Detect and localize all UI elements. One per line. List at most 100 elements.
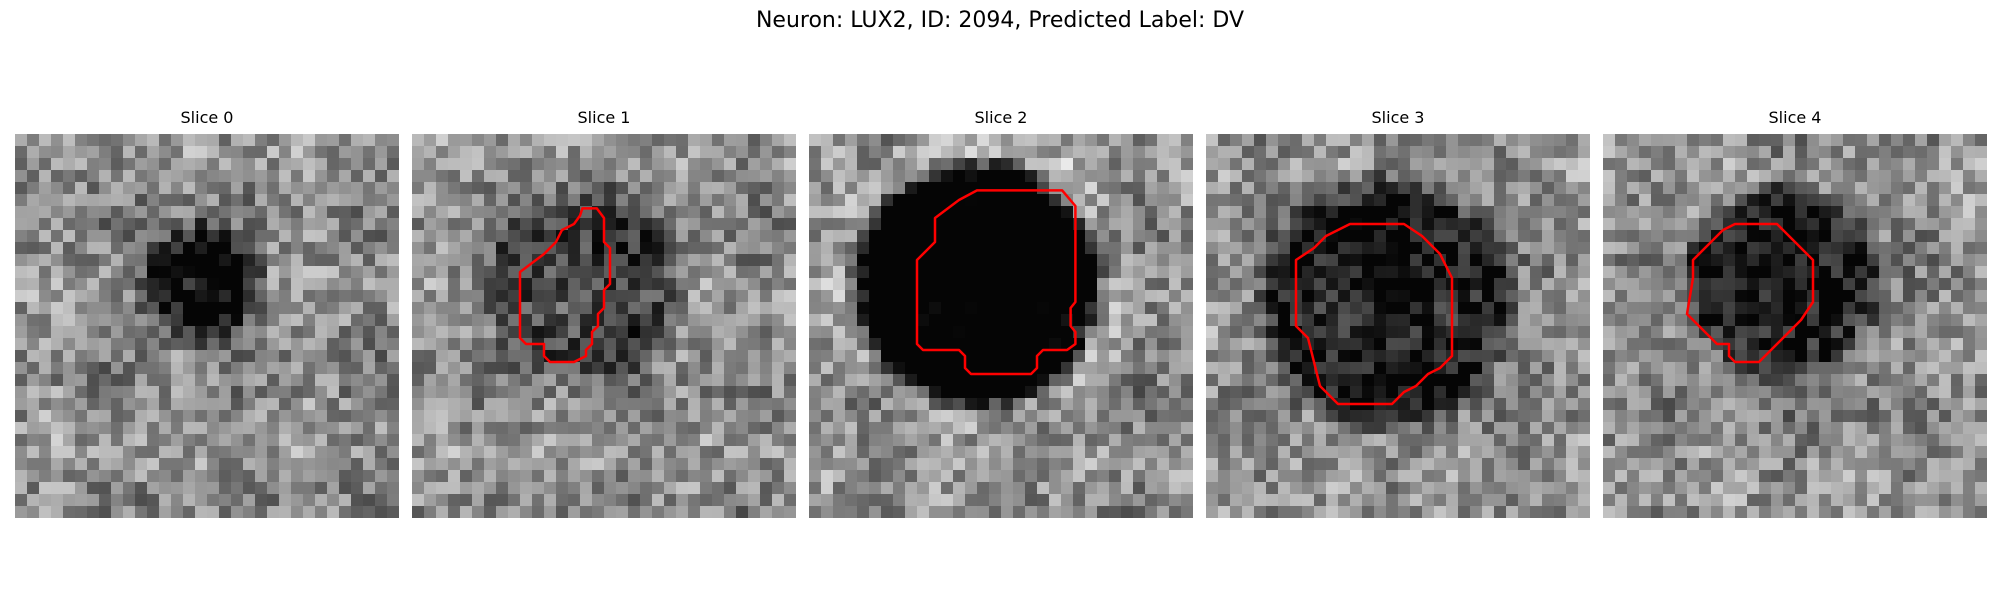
pixel [1001, 134, 1014, 147]
pixel [1723, 374, 1736, 387]
pixel [1109, 386, 1122, 399]
pixel [532, 242, 545, 255]
pixel [1085, 374, 1098, 387]
pixel [279, 146, 292, 159]
pixel [135, 134, 148, 147]
pixel [219, 482, 232, 495]
pixel [724, 302, 737, 315]
pixel [303, 230, 316, 243]
pixel [75, 194, 88, 207]
pixel [1157, 494, 1170, 507]
pixel [363, 434, 376, 447]
pixel [905, 278, 918, 291]
pixel [448, 470, 461, 483]
pixel [857, 326, 870, 339]
pixel [1963, 410, 1976, 423]
pixel [1699, 158, 1712, 171]
pixel [1230, 338, 1243, 351]
pixel [387, 362, 399, 375]
pixel [784, 494, 796, 507]
pixel [1819, 194, 1832, 207]
pixel [375, 386, 388, 399]
pixel [917, 182, 930, 195]
pixel [1747, 398, 1760, 411]
pixel [1085, 410, 1098, 423]
pixel [881, 458, 894, 471]
pixel [1025, 374, 1038, 387]
pixel [255, 254, 268, 267]
pixel [592, 446, 605, 459]
pixel [1145, 278, 1158, 291]
pixel [351, 338, 364, 351]
pixel [857, 470, 870, 483]
pixel [1049, 470, 1062, 483]
pixel [1578, 242, 1590, 255]
pixel [171, 218, 184, 231]
pixel [1278, 374, 1291, 387]
pixel [1362, 134, 1375, 147]
pixel [616, 206, 629, 219]
pixel [424, 266, 437, 279]
pixel [195, 242, 208, 255]
pixel [905, 422, 918, 435]
pixel [243, 170, 256, 183]
pixel [1855, 134, 1868, 147]
pixel [460, 338, 473, 351]
pixel [231, 290, 244, 303]
pixel [1843, 158, 1856, 171]
pixel [869, 218, 882, 231]
pixel [1001, 194, 1014, 207]
pixel [784, 338, 796, 351]
pixel [303, 266, 316, 279]
pixel [556, 458, 569, 471]
pixel [291, 458, 304, 471]
pixel [1061, 362, 1074, 375]
pixel [556, 314, 569, 327]
pixel [1639, 386, 1652, 399]
pixel [1963, 218, 1976, 231]
pixel [917, 446, 930, 459]
pixel [1169, 410, 1182, 423]
pixel [833, 494, 846, 507]
pixel [532, 386, 545, 399]
pixel [556, 410, 569, 423]
pixel [27, 338, 40, 351]
pixel [279, 386, 292, 399]
pixel [1145, 266, 1158, 279]
pixel [171, 470, 184, 483]
pixel [1326, 458, 1339, 471]
pixel [111, 386, 124, 399]
pixel [1699, 230, 1712, 243]
pixel [87, 242, 100, 255]
pixel [676, 422, 689, 435]
pixel [688, 386, 701, 399]
pixel [219, 170, 232, 183]
pixel [424, 482, 437, 495]
pixel [1446, 194, 1459, 207]
pixel [977, 254, 990, 267]
pixel [15, 146, 28, 159]
pixel [905, 434, 918, 447]
pixel [1554, 134, 1567, 147]
pixel [508, 146, 521, 159]
pixel [1482, 230, 1495, 243]
pixel [339, 506, 352, 518]
pixel [99, 170, 112, 183]
pixel [291, 170, 304, 183]
pixel [1254, 254, 1267, 267]
pixel [424, 422, 437, 435]
pixel [809, 302, 822, 315]
pixel [1025, 158, 1038, 171]
pixel [532, 506, 545, 518]
pixel [1362, 326, 1375, 339]
pixel [1434, 506, 1447, 518]
pixel [1133, 350, 1146, 363]
pixel [123, 266, 136, 279]
pixel [123, 218, 136, 231]
pixel [291, 314, 304, 327]
pixel [1518, 266, 1531, 279]
pixel [1675, 374, 1688, 387]
pixel [845, 506, 858, 518]
pixel [977, 266, 990, 279]
pixel [448, 194, 461, 207]
